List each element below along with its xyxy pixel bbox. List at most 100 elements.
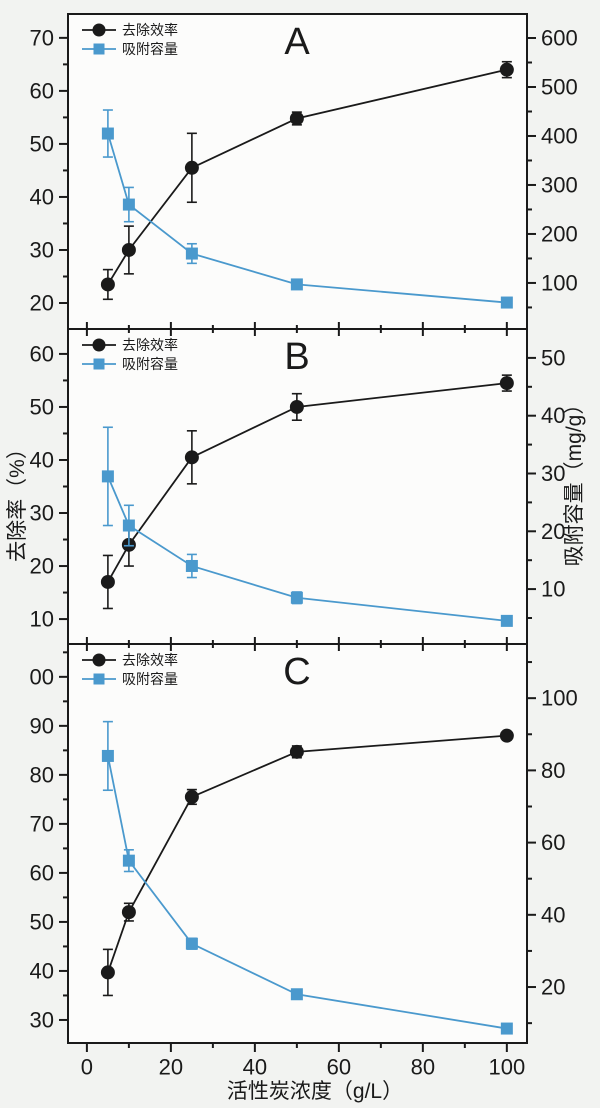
data-point-square bbox=[500, 296, 513, 309]
left-tick-label: 70 bbox=[30, 25, 54, 50]
data-point-square bbox=[185, 937, 198, 950]
left-tick-label: 40 bbox=[30, 447, 54, 472]
legend-marker-square bbox=[93, 43, 105, 55]
legend-item: 吸附容量 bbox=[82, 356, 178, 372]
left-tick-label: 40 bbox=[30, 184, 54, 209]
legend-label: 去除效率 bbox=[122, 652, 178, 668]
legend-label: 吸附容量 bbox=[122, 356, 178, 372]
legend-marker-circle bbox=[92, 338, 106, 352]
series-capacity bbox=[101, 109, 513, 309]
data-point-circle bbox=[499, 376, 514, 391]
series-capacity bbox=[101, 720, 513, 1035]
panel-letter: C bbox=[283, 651, 310, 693]
data-point-square bbox=[290, 988, 303, 1001]
data-point-circle bbox=[121, 905, 136, 920]
data-point-square bbox=[122, 854, 135, 867]
right-tick-label: 300 bbox=[541, 172, 578, 197]
data-point-circle bbox=[499, 728, 514, 743]
x-tick-label: 0 bbox=[81, 1055, 93, 1080]
left-tick-label: 30 bbox=[30, 1007, 54, 1032]
legend-marker-circle bbox=[92, 653, 106, 667]
legend-item: 吸附容量 bbox=[82, 671, 178, 687]
data-point-circle bbox=[289, 399, 304, 414]
data-point-circle bbox=[100, 965, 115, 980]
legend-item: 吸附容量 bbox=[82, 41, 178, 57]
data-point-circle bbox=[499, 62, 514, 77]
left-axis-title: 去除率（%） bbox=[6, 438, 29, 562]
left-tick-label: 50 bbox=[30, 394, 54, 419]
left-tick-label: 50 bbox=[30, 909, 54, 934]
panel-C: 30 40 50 60 70 80 90 00 20 40 60 80 100 0 20 40 60 80 100 去… bbox=[30, 643, 578, 1080]
data-point-square bbox=[290, 591, 303, 604]
data-point-square bbox=[122, 519, 135, 532]
x-tick-label: 100 bbox=[488, 1055, 525, 1080]
legend-marker-square bbox=[93, 673, 105, 685]
x-tick-label: 60 bbox=[327, 1055, 351, 1080]
data-point-circle bbox=[289, 744, 304, 759]
legend-label: 吸附容量 bbox=[122, 671, 178, 687]
left-tick-label: 70 bbox=[30, 811, 54, 836]
right-tick-label: 50 bbox=[541, 345, 565, 370]
data-point-circle bbox=[184, 450, 199, 465]
series-capacity bbox=[101, 426, 513, 627]
legend-marker-circle bbox=[92, 23, 106, 37]
left-tick-label: 60 bbox=[30, 341, 54, 366]
legend-marker-square bbox=[93, 358, 105, 370]
x-tick-label: 80 bbox=[411, 1055, 435, 1080]
left-tick-label: 00 bbox=[30, 664, 54, 689]
legend-label: 去除效率 bbox=[122, 337, 178, 353]
legend-item: 去除效率 bbox=[82, 652, 178, 668]
legend-item: 去除效率 bbox=[82, 22, 178, 38]
panel-border bbox=[67, 643, 528, 1044]
right-tick-label: 30 bbox=[541, 461, 565, 486]
data-point-circle bbox=[289, 111, 304, 126]
legend-item: 去除效率 bbox=[82, 337, 178, 353]
left-tick-label: 20 bbox=[30, 291, 54, 316]
series-removal bbox=[100, 728, 514, 997]
data-point-square bbox=[122, 198, 135, 211]
x-tick-label: 20 bbox=[159, 1055, 183, 1080]
panel-letter: A bbox=[284, 21, 310, 63]
data-point-circle bbox=[100, 277, 115, 292]
left-tick-label: 90 bbox=[30, 713, 54, 738]
data-point-square bbox=[290, 278, 303, 291]
x-tick-label: 40 bbox=[243, 1055, 267, 1080]
data-point-circle bbox=[100, 574, 115, 589]
legend-label: 吸附容量 bbox=[122, 41, 178, 57]
left-tick-label: 40 bbox=[30, 958, 54, 983]
right-tick-label: 100 bbox=[541, 686, 578, 711]
left-tick-label: 30 bbox=[30, 501, 54, 526]
data-point-square bbox=[101, 127, 114, 140]
x-axis-title: 活性炭浓度（g/L） bbox=[227, 1080, 403, 1103]
right-tick-label: 80 bbox=[541, 758, 565, 783]
right-tick-label: 500 bbox=[541, 74, 578, 99]
left-tick-label: 10 bbox=[30, 607, 54, 632]
right-tick-label: 40 bbox=[541, 403, 565, 428]
data-point-circle bbox=[121, 242, 136, 257]
right-tick-label: 200 bbox=[541, 221, 578, 246]
data-point-square bbox=[500, 1022, 513, 1035]
right-tick-label: 400 bbox=[541, 123, 578, 148]
left-tick-label: 30 bbox=[30, 237, 54, 262]
series-removal bbox=[100, 60, 514, 301]
legend-label: 去除效率 bbox=[122, 22, 178, 38]
data-point-circle bbox=[184, 789, 199, 804]
data-point-square bbox=[500, 614, 513, 627]
right-axis-title: 吸附容量（mg/g） bbox=[563, 394, 586, 567]
left-tick-label: 60 bbox=[30, 78, 54, 103]
right-tick-label: 40 bbox=[541, 902, 565, 927]
left-tick-label: 60 bbox=[30, 860, 54, 885]
panel-letter: B bbox=[284, 336, 309, 378]
plot-background bbox=[68, 14, 527, 1043]
left-tick-label: 20 bbox=[30, 554, 54, 579]
left-tick-label: 80 bbox=[30, 762, 54, 787]
right-tick-label: 100 bbox=[541, 270, 578, 295]
right-tick-label: 60 bbox=[541, 830, 565, 855]
